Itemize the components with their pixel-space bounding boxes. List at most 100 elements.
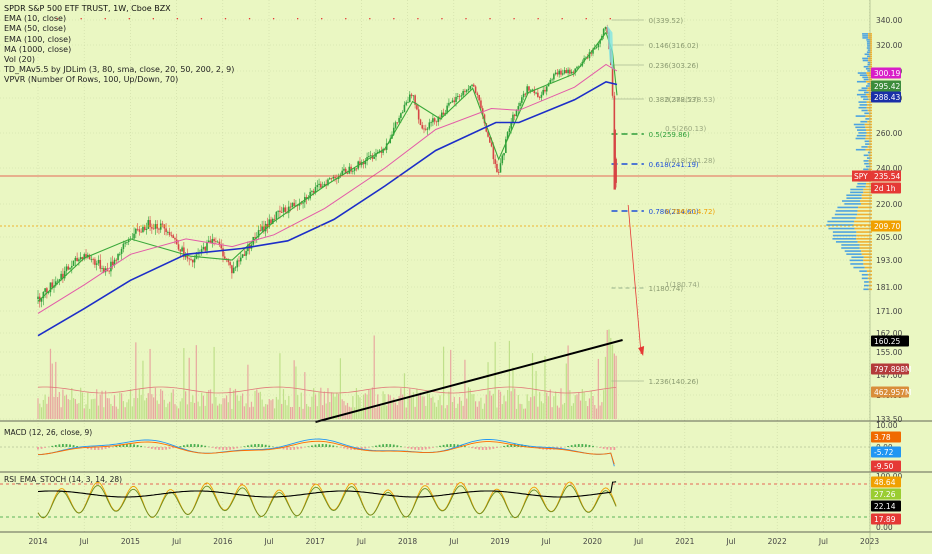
volume-bar — [199, 406, 200, 419]
volume-bar — [336, 392, 337, 419]
volume-bar — [489, 391, 490, 419]
volume-bar — [251, 402, 252, 419]
volume-bar — [94, 399, 95, 419]
indicator-legend: SPDR S&P 500 ETF TRUST, 1W, Cboe BZX EMA… — [4, 4, 234, 86]
volume-bar — [240, 396, 241, 419]
legend-ema50[interactable]: EMA (50, close) — [4, 24, 234, 34]
candle-body — [261, 227, 263, 231]
macd-hist-bar — [37, 447, 39, 450]
vpvr-row-up — [861, 146, 867, 148]
volume-bar — [254, 391, 255, 419]
legend-ema10[interactable]: EMA (10, close) — [4, 14, 234, 24]
vpvr-row-down — [866, 135, 872, 137]
candle-body — [204, 247, 206, 251]
vpvr-row-down — [869, 160, 872, 162]
volume-bar — [121, 393, 122, 419]
candle-body — [576, 67, 578, 69]
candle-body — [279, 211, 281, 212]
volume-bar — [80, 388, 81, 419]
candle-body — [147, 220, 149, 229]
candle-body — [405, 102, 407, 104]
macd-hist-bar — [293, 447, 295, 450]
candle-body — [558, 71, 560, 75]
vpvr-row-up — [862, 274, 868, 276]
volume-bar — [146, 398, 147, 419]
candle-body — [162, 224, 164, 225]
vpvr-row-up — [867, 157, 870, 159]
vpvr-row-up — [832, 238, 856, 240]
macd-hist-bar — [432, 447, 434, 448]
candle-body — [560, 71, 562, 75]
legend-ema100[interactable]: EMA (100, close) — [4, 35, 234, 45]
macd-hist-bar — [428, 447, 430, 449]
time-tick-label: Jul — [818, 537, 828, 546]
volume-bar — [139, 389, 140, 419]
candle-body — [171, 235, 173, 236]
candle-body — [293, 203, 295, 206]
vpvr-row-up — [862, 77, 868, 79]
macd-hist-bar — [599, 447, 601, 448]
macd-hist-bar — [290, 447, 292, 450]
candle-body — [206, 242, 208, 251]
legend-ma1000[interactable]: MA (1000, close) — [4, 45, 234, 55]
candle-body — [466, 90, 468, 92]
candle-body — [347, 173, 349, 174]
candle-body — [311, 191, 313, 192]
macd-hist-bar — [329, 445, 331, 447]
volume-bar — [366, 395, 367, 419]
vpvr-row-down — [854, 224, 872, 226]
vpvr-row-up — [850, 263, 863, 265]
legend-vpvr[interactable]: VPVR (Number Of Rows, 100, Up/Down, 70) — [4, 75, 234, 85]
volume-bar — [571, 406, 572, 419]
macd-hist-bar — [574, 444, 576, 447]
macd-hist-bar — [137, 445, 139, 447]
volume-bar — [53, 397, 54, 419]
legend-td-ma[interactable]: TD_MAv5.5 by JDLim (3, 80, sma, close, 2… — [4, 65, 234, 75]
vpvr-row-up — [856, 186, 865, 188]
volume-bar — [71, 388, 72, 419]
volume-bar — [133, 398, 134, 419]
volume-bar — [171, 393, 172, 419]
volume-bar — [535, 371, 536, 419]
vpvr-row-up — [861, 96, 868, 98]
vpvr-row-up — [864, 155, 869, 157]
legend-volume[interactable]: Vol (20) — [4, 55, 234, 65]
vpvr-row-down — [870, 152, 872, 154]
fib-ghost-label: 1(180.74) — [665, 281, 700, 289]
volume-bar — [89, 409, 90, 419]
macd-hist-bar — [155, 447, 157, 450]
volume-bar — [352, 396, 353, 419]
candle-body — [320, 184, 322, 188]
macd-hist-bar — [219, 447, 221, 449]
volume-bar — [477, 407, 478, 419]
macd-hist-bar — [592, 446, 594, 447]
volume-bar — [235, 389, 236, 419]
volume-bar — [87, 393, 88, 419]
volume-bar — [311, 397, 312, 419]
candle-body — [142, 227, 144, 232]
vpvr-row-up — [853, 267, 864, 269]
candle-body — [75, 258, 77, 261]
candle-body — [416, 105, 418, 110]
volume-bar — [288, 396, 289, 419]
candle-body — [178, 244, 180, 249]
symbol-title[interactable]: SPDR S&P 500 ETF TRUST, 1W, Cboe BZX — [4, 4, 234, 14]
candle-body — [108, 271, 110, 272]
candle-body — [244, 254, 246, 255]
candle-body — [126, 242, 128, 243]
volume-bar — [110, 404, 111, 419]
candle-body — [535, 93, 537, 94]
vpvr-row-down — [856, 235, 872, 237]
vpvr-row-down — [869, 53, 872, 55]
macd-hist-bar — [194, 444, 196, 447]
candle-body — [190, 259, 192, 260]
volume-bar — [237, 395, 238, 419]
volume-bar — [123, 401, 124, 419]
volume-badge: 160.25 — [874, 337, 900, 346]
volume-bar — [356, 388, 357, 419]
candle-body — [292, 203, 294, 208]
volume-bar — [253, 407, 254, 419]
vpvr-row-down — [869, 113, 872, 115]
macd-hist-bar — [204, 446, 206, 447]
vpvr-row-up — [865, 143, 869, 145]
